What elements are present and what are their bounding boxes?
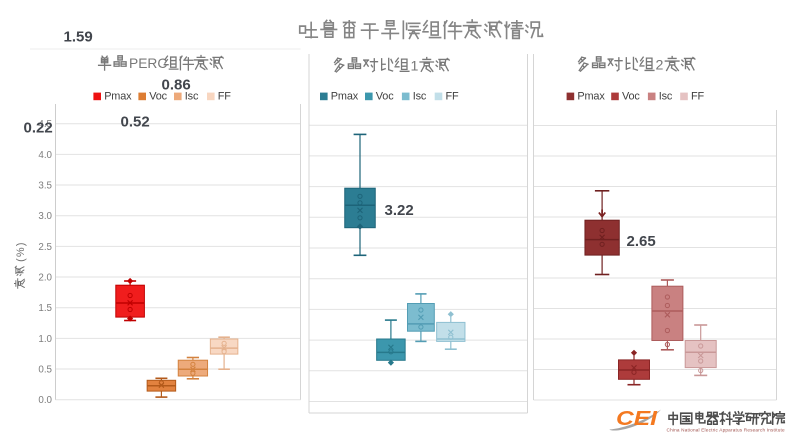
- svg-text:4.5: 4.5: [38, 119, 52, 130]
- svg-text:0.0: 0.0: [38, 395, 52, 406]
- svg-text:Voc: Voc: [622, 91, 640, 103]
- svg-text:2.65: 2.65: [627, 233, 656, 250]
- svg-text:0.22: 0.22: [24, 119, 53, 136]
- svg-text:Pmax: Pmax: [104, 91, 132, 103]
- svg-text:Isc: Isc: [659, 91, 673, 103]
- svg-text:2.0: 2.0: [38, 272, 52, 283]
- svg-text:1.0: 1.0: [38, 334, 52, 345]
- svg-text:3.5: 3.5: [38, 180, 52, 191]
- svg-text:0.52: 0.52: [121, 113, 150, 130]
- svg-text:1.59: 1.59: [64, 29, 93, 46]
- svg-text:Pmax: Pmax: [577, 91, 605, 103]
- svg-text:1: 1: [411, 58, 419, 74]
- svg-text:Voc: Voc: [376, 91, 394, 103]
- svg-text:Pmax: Pmax: [331, 91, 359, 103]
- svg-text:1.5: 1.5: [38, 303, 52, 314]
- svg-text:Isc: Isc: [185, 91, 199, 103]
- svg-text:3.0: 3.0: [38, 211, 52, 222]
- svg-text:PERC: PERC: [129, 56, 167, 71]
- svg-text:FF: FF: [218, 91, 232, 103]
- svg-text:4.0: 4.0: [38, 150, 52, 161]
- svg-text:3.22: 3.22: [385, 202, 414, 219]
- svg-text:CEI: CEI: [616, 408, 658, 430]
- svg-text:2.5: 2.5: [38, 242, 52, 253]
- svg-text:FF: FF: [691, 91, 705, 103]
- svg-text:0.5: 0.5: [38, 364, 52, 375]
- svg-text:Voc: Voc: [149, 91, 167, 103]
- svg-text:0.86: 0.86: [162, 76, 191, 93]
- svg-text:(%): (%): [15, 241, 27, 262]
- svg-text:Isc: Isc: [413, 91, 427, 103]
- svg-text:FF: FF: [446, 91, 460, 103]
- svg-text:China National Electric Appara: China National Electric Apparatus Resear…: [667, 427, 785, 432]
- svg-text:2: 2: [656, 58, 664, 74]
